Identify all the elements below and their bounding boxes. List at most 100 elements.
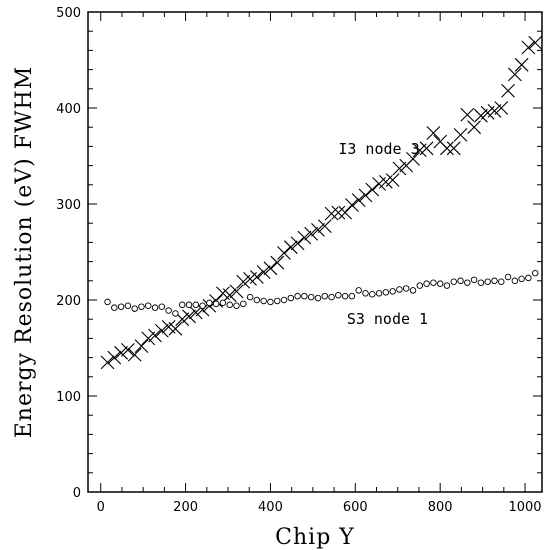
data-point-cross (249, 270, 264, 284)
data-point-circle (531, 269, 539, 277)
data-point-cross (297, 230, 312, 245)
data-point-cross (351, 193, 366, 208)
data-point-circle (484, 278, 491, 286)
data-point-cross (474, 108, 488, 123)
data-point-circle (192, 301, 200, 309)
data-point-circle (301, 292, 308, 300)
data-point-circle (382, 289, 390, 296)
data-point-circle (273, 297, 281, 305)
plot-frame-group (87, 11, 543, 493)
data-point-cross (528, 35, 543, 50)
data-point-circle (219, 299, 227, 307)
x-tick-label: 0 (97, 500, 105, 515)
data-point-circle (172, 310, 179, 317)
tick-labels: 0 200 400 600 800 1000 0 100 200 300 400 500 (56, 6, 541, 515)
data-point-circle (369, 290, 376, 298)
data-point-cross (148, 328, 162, 343)
data-point-circle (124, 302, 132, 310)
data-point-cross (521, 40, 536, 55)
data-point-circle (185, 301, 193, 309)
data-point-cross (338, 205, 353, 220)
data-point-circle (212, 300, 220, 308)
data-point-circle (321, 292, 329, 300)
data-point-cross (365, 182, 380, 197)
axis-ticks (88, 11, 542, 493)
data-point-circle (328, 293, 335, 301)
plot-frame (87, 11, 543, 493)
data-point-cross (256, 265, 271, 280)
data-point-circle (396, 286, 403, 293)
data-point-circle (287, 294, 295, 302)
data-point-cross (263, 261, 278, 276)
y-tick-label: 500 (56, 6, 81, 21)
data-point-cross (168, 321, 183, 336)
data-point-cross (290, 236, 305, 251)
data-point-cross (229, 284, 244, 299)
data-point-cross (392, 161, 407, 176)
data-point-cross (440, 141, 454, 156)
data-point-circle (518, 275, 525, 283)
data-point-circle (253, 296, 261, 304)
data-point-cross (100, 355, 115, 370)
data-point-circle (470, 276, 478, 284)
x-tick-label: 200 (173, 500, 198, 515)
x-tick-label: 800 (428, 500, 453, 515)
data-point-circle (145, 302, 152, 310)
data-point-cross (283, 240, 298, 255)
data-point-circle (362, 290, 369, 297)
data-point-circle (423, 280, 430, 287)
series-s3-node-1 (104, 269, 539, 317)
data-point-cross (501, 83, 515, 98)
data-point-cross (426, 126, 441, 140)
y-tick-label: 300 (56, 198, 81, 213)
data-point-circle (355, 287, 362, 294)
data-point-circle (348, 292, 356, 300)
data-point-cross (487, 103, 502, 118)
data-point-circle (504, 273, 512, 281)
x-tick-label: 400 (258, 500, 283, 515)
data-point-circle (409, 287, 417, 294)
data-point-cross (120, 343, 135, 357)
data-point-cross (467, 120, 482, 135)
data-point-cross (345, 198, 359, 212)
data-point-circle (307, 293, 315, 301)
series-i3-node-3 (100, 35, 543, 370)
data-point-cross (154, 323, 169, 338)
data-point-circle (199, 302, 206, 310)
data-point-cross (419, 141, 434, 156)
data-point-circle (117, 303, 125, 310)
data-point-circle (436, 280, 444, 287)
data-point-cross (311, 223, 325, 237)
data-point-cross (134, 339, 149, 353)
data-point-cross (107, 350, 122, 365)
data-point-circle (450, 278, 457, 286)
data-point-cross (222, 288, 237, 303)
data-point-circle (457, 277, 464, 285)
data-point-cross (304, 226, 319, 241)
x-tick-label: 1000 (508, 500, 541, 515)
x-tick-label: 600 (343, 500, 368, 515)
data-point-cross (494, 101, 509, 115)
data-point-circle (525, 274, 532, 282)
annotation-layer: I3 node 3 S3 node 1 (338, 140, 428, 328)
data-point-cross (114, 345, 128, 360)
data-point-circle (498, 278, 505, 286)
data-point-circle (151, 304, 159, 311)
data-point-circle (165, 307, 172, 314)
data-point-circle (416, 282, 424, 289)
data-point-circle (131, 305, 138, 312)
data-point-cross (453, 127, 468, 142)
data-point-cross (446, 141, 461, 156)
data-point-circle (240, 300, 247, 308)
data-point-cross (277, 246, 291, 260)
series-annotation: I3 node 3 (338, 140, 419, 158)
data-point-circle (430, 279, 437, 286)
data-point-cross (406, 151, 420, 166)
data-point-circle (375, 290, 383, 297)
data-point-circle (402, 285, 410, 292)
data-point-circle (294, 292, 301, 300)
data-point-cross (331, 205, 346, 220)
data-point-cross (507, 67, 522, 82)
x-axis-title: Chip Y (275, 525, 355, 550)
data-point-circle (335, 291, 342, 299)
